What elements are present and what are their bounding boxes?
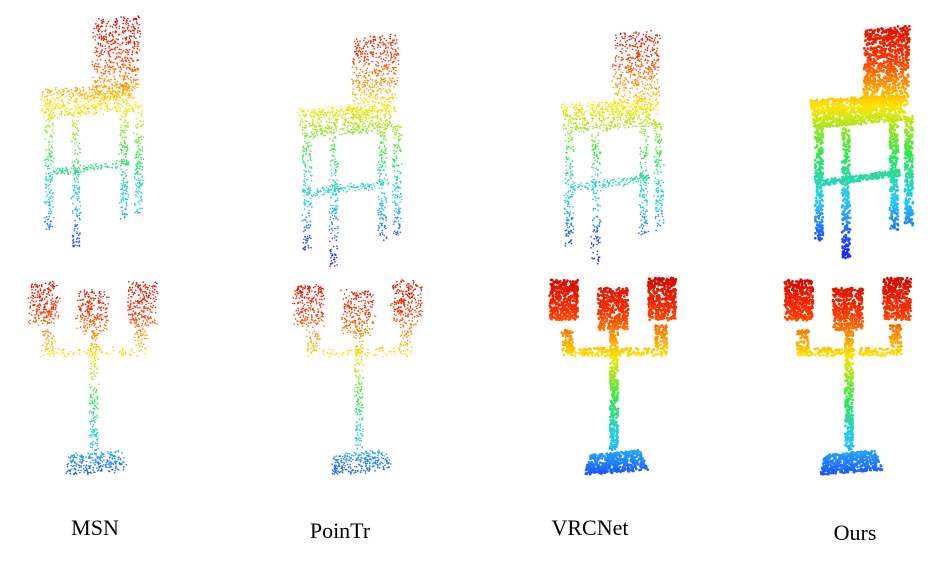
chair-pointr bbox=[278, 10, 428, 267]
caption-pointr: PoinTr bbox=[309, 518, 371, 543]
candelabra-msn bbox=[20, 270, 170, 485]
caption-vrcnet: VRCNet bbox=[551, 515, 629, 540]
candelabra-ours bbox=[775, 270, 925, 485]
chair-vrcnet bbox=[540, 10, 690, 265]
caption-ours: Ours bbox=[833, 520, 877, 545]
caption-msn: MSN bbox=[71, 515, 119, 540]
candelabra-vrcnet bbox=[540, 270, 690, 485]
chair-msn bbox=[20, 10, 170, 250]
candelabra-pointr bbox=[285, 270, 435, 485]
chair-ours bbox=[790, 10, 940, 260]
